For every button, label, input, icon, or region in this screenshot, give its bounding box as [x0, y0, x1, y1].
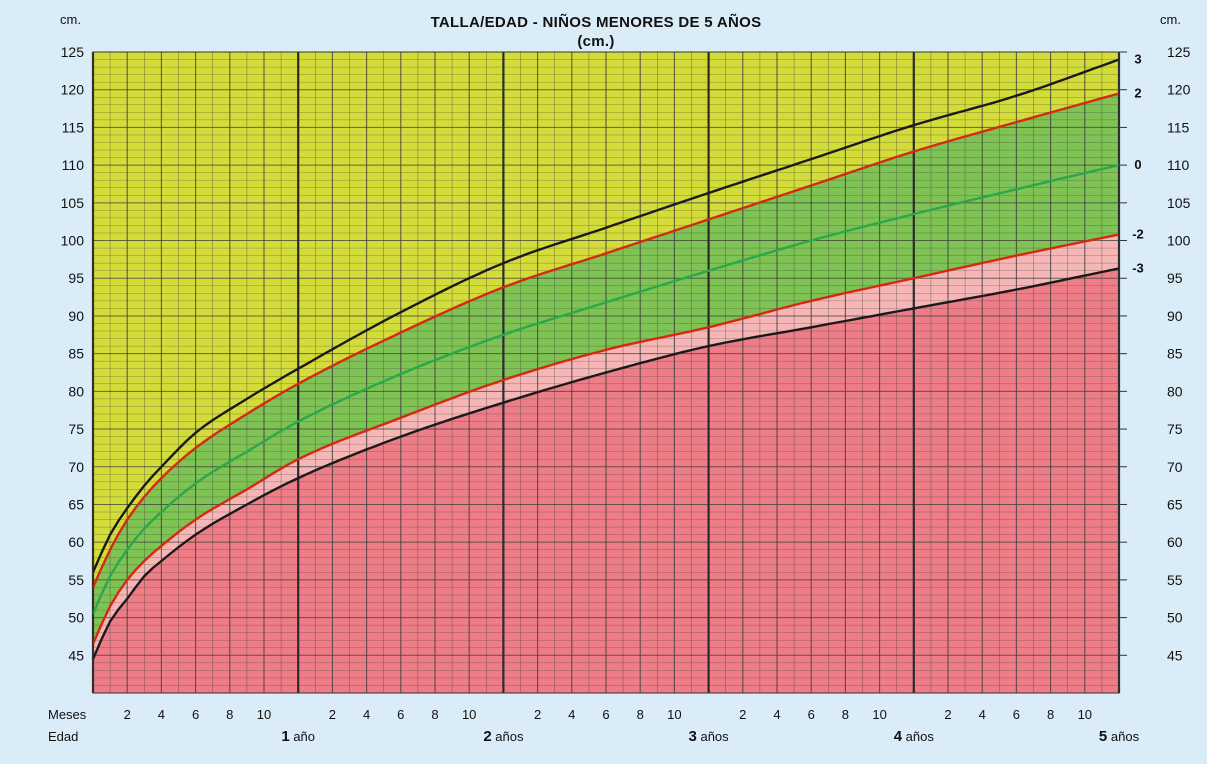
age-label: 2 años	[483, 728, 524, 745]
month-tick-label: 2	[329, 707, 336, 722]
zscore-label-0: 0	[1134, 157, 1141, 172]
month-tick-label: 4	[363, 707, 370, 722]
month-tick-label: 8	[226, 707, 233, 722]
chart-subtitle: (cm.)	[577, 33, 614, 50]
zscore-label-3: 3	[1134, 52, 1141, 67]
month-tick-label: 8	[637, 707, 644, 722]
zscore-labels: 3 2 0 -2 -3	[1132, 52, 1144, 276]
grid-minor	[93, 51, 1119, 694]
month-tick-label: 8	[431, 707, 438, 722]
plot-area	[91, 51, 1121, 694]
y-tick-label-right: 105	[1167, 195, 1191, 211]
curve--3	[91, 267, 1120, 660]
edad-label: Edad	[48, 729, 78, 744]
month-tick-label: 10	[1078, 707, 1092, 722]
y-tick-label-left: 75	[68, 421, 84, 437]
age-label-number: 5	[1099, 728, 1107, 745]
month-tick-label: 2	[944, 707, 951, 722]
y-tick-label-left: 55	[68, 572, 84, 588]
age-label-number: 4	[894, 728, 903, 745]
chart-title: TALLA/EDAD - NIÑOS MENORES DE 5 AÑOS	[431, 13, 762, 31]
y-tick-label-left: 90	[68, 308, 84, 324]
age-label-number: 2	[483, 728, 491, 745]
y-axis-right: 45 50 55 60 65 70 75 80 85 90 95 100 105 110 115 120 125	[1119, 44, 1191, 663]
month-tick-label: 4	[773, 707, 780, 722]
y-tick-label-left: 125	[61, 44, 85, 60]
age-label-unit: año	[290, 729, 315, 744]
y-tick-label-right: 85	[1167, 346, 1183, 362]
y-tick-label-left: 50	[68, 610, 84, 626]
y-tick-label-right: 115	[1167, 119, 1190, 135]
month-tick-label: 6	[192, 707, 199, 722]
y-tick-label-left: 100	[61, 233, 85, 249]
y-tick-label-right: 55	[1167, 572, 1183, 588]
right-unit-label: cm.	[1160, 12, 1181, 27]
y-tick-label-left: 95	[68, 270, 84, 286]
curve-0	[91, 163, 1120, 615]
age-label: 5 años	[1099, 728, 1140, 745]
y-tick-label-left: 85	[68, 346, 84, 362]
y-tick-label-right: 60	[1167, 534, 1183, 550]
y-tick-label-left: 80	[68, 383, 84, 399]
age-label-unit: años	[902, 729, 934, 744]
y-tick-label-right: 70	[1167, 459, 1183, 475]
month-tick-label: 2	[124, 707, 131, 722]
y-tick-label-right: 80	[1167, 383, 1183, 399]
y-tick-label-right: 125	[1167, 44, 1191, 60]
curves	[91, 58, 1120, 660]
x-axis: 2 4 6 8 10 2 4 6 8 10 2 4 6 8 10 2 4 6 8 10 2 4 6 8 10 1 año 2 año…	[124, 707, 1140, 745]
y-tick-label-left: 60	[68, 534, 84, 550]
age-label: 3 años	[689, 728, 730, 745]
y-tick-label-right: 75	[1167, 421, 1183, 437]
month-tick-label: 6	[397, 707, 404, 722]
month-tick-label: 8	[1047, 707, 1054, 722]
y-tick-label-left: 105	[61, 195, 85, 211]
left-unit-label: cm.	[60, 12, 81, 27]
y-tick-label-right: 100	[1167, 233, 1191, 249]
age-label-unit: años	[1107, 729, 1139, 744]
age-label: 4 años	[894, 728, 935, 745]
month-tick-label: 10	[257, 707, 271, 722]
y-tick-label-right: 50	[1167, 610, 1183, 626]
y-tick-label-right: 90	[1167, 308, 1183, 324]
month-tick-label: 2	[739, 707, 746, 722]
zscore-label--3: -3	[1132, 260, 1144, 275]
curve-3	[91, 58, 1120, 573]
zscore-label-2: 2	[1134, 85, 1141, 100]
month-tick-label: 4	[979, 707, 986, 722]
plot-frame	[92, 51, 1120, 694]
month-tick-label: 6	[602, 707, 609, 722]
age-label-number: 1	[281, 728, 289, 745]
y-tick-label-right: 95	[1167, 270, 1183, 286]
y-tick-label-right: 120	[1167, 82, 1191, 98]
y-tick-label-left: 115	[62, 119, 85, 135]
month-tick-label: 6	[808, 707, 815, 722]
month-tick-label: 10	[667, 707, 681, 722]
month-tick-label: 8	[842, 707, 849, 722]
month-tick-label: 4	[158, 707, 165, 722]
curve-2	[91, 92, 1120, 588]
month-tick-label: 10	[872, 707, 886, 722]
y-tick-label-right: 65	[1167, 496, 1183, 512]
meses-label: Meses	[48, 707, 87, 722]
month-tick-label: 4	[568, 707, 575, 722]
age-label-unit: años	[697, 729, 729, 744]
age-label-number: 3	[689, 728, 697, 745]
y-tick-label-left: 110	[62, 157, 85, 173]
y-tick-label-left: 65	[68, 496, 84, 512]
age-label: 1 año	[281, 728, 315, 745]
y-tick-label-right: 45	[1167, 647, 1183, 663]
month-tick-label: 10	[462, 707, 476, 722]
month-tick-label: 6	[1013, 707, 1020, 722]
month-tick-label: 2	[534, 707, 541, 722]
y-axis-left: 45 50 55 60 65 70 75 80 85 90 95 100 105 110 115 120 125	[61, 44, 85, 663]
y-tick-label-left: 70	[68, 459, 84, 475]
y-tick-label-left: 45	[68, 647, 84, 663]
y-tick-label-left: 120	[61, 82, 85, 98]
age-label-unit: años	[492, 729, 524, 744]
curve--2	[91, 233, 1120, 645]
y-tick-label-right: 110	[1167, 157, 1190, 173]
zscore-label--2: -2	[1132, 226, 1144, 241]
